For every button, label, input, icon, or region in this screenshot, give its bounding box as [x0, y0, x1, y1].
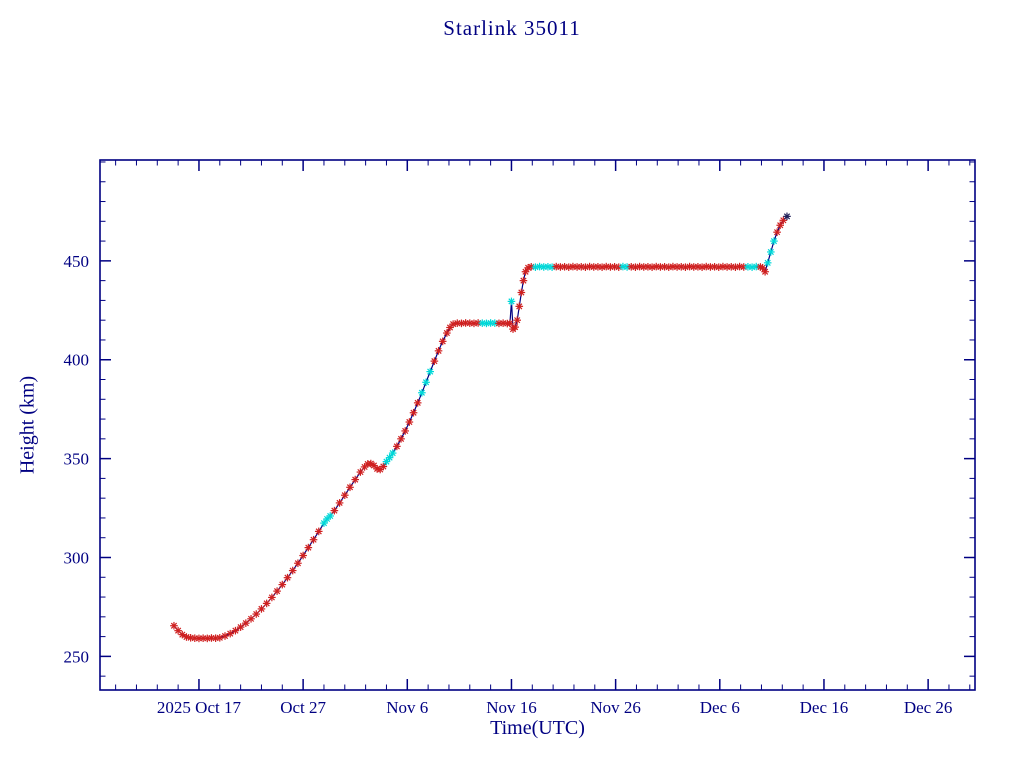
data-marker [521, 267, 530, 276]
data-marker [379, 462, 388, 471]
data-marker [515, 302, 524, 311]
data-marker [763, 259, 772, 267]
x-tick-label: Dec 26 [904, 698, 953, 717]
data-marker [351, 475, 360, 484]
data-marker [330, 506, 339, 515]
data-marker [443, 329, 451, 337]
markers-layer [170, 212, 791, 643]
data-marker [401, 427, 410, 435]
data-marker [236, 623, 245, 631]
y-tick-label: 400 [64, 351, 90, 370]
data-marker [430, 357, 439, 365]
x-tick-label: Nov 16 [486, 698, 537, 717]
data-marker [294, 559, 302, 568]
data-marker [434, 347, 443, 355]
data-marker [507, 297, 516, 306]
data-marker [422, 378, 430, 387]
data-marker [268, 593, 276, 602]
data-marker [309, 535, 318, 544]
data-marker [519, 276, 528, 285]
x-tick-label: 2025 Oct 17 [157, 698, 242, 717]
data-marker [252, 610, 261, 618]
y-tick-label: 250 [64, 647, 90, 666]
y-tick-label: 450 [64, 252, 90, 271]
data-marker [335, 499, 344, 507]
data-marker [783, 212, 791, 221]
data-marker [242, 619, 250, 627]
data-marker [340, 491, 349, 500]
x-axis-label: Time(UTC) [490, 717, 585, 739]
data-marker [413, 399, 422, 407]
x-tick-label: Dec 16 [800, 698, 849, 717]
x-tick-label: Nov 26 [590, 698, 641, 717]
data-marker [326, 512, 335, 520]
data-marker [257, 605, 266, 613]
data-marker [438, 337, 447, 346]
data-marker [299, 551, 307, 560]
data-marker [511, 323, 519, 331]
data-marker [170, 621, 178, 630]
data-marker [776, 221, 785, 230]
chart-title: Starlink 35011 [443, 16, 581, 40]
data-marker [418, 388, 426, 397]
data-marker [773, 228, 781, 236]
data-marker [382, 457, 391, 466]
data-marker [388, 449, 397, 457]
data-marker [506, 319, 514, 328]
data-marker [346, 483, 354, 492]
data-marker [320, 519, 328, 527]
data-marker [278, 580, 287, 589]
data-marker [770, 237, 778, 245]
data-marker [385, 453, 394, 462]
data-marker [231, 626, 240, 635]
data-marker [304, 543, 313, 552]
data-marker [426, 367, 435, 376]
data-marker [283, 573, 292, 582]
data-marker [393, 442, 401, 451]
y-tick-label: 300 [64, 549, 90, 568]
data-marker [513, 316, 521, 324]
data-marker [288, 566, 297, 575]
axes-layer: 2025 Oct 17 Oct 27 Nov 6 Nov 16 Nov 26 Dec 6 D… [64, 159, 976, 717]
x-tick-label: Oct 27 [280, 698, 326, 717]
data-marker [758, 263, 767, 272]
data-marker [767, 248, 775, 256]
data-marker [273, 587, 281, 595]
data-marker [517, 288, 526, 297]
data-marker [247, 615, 255, 623]
data-marker [314, 527, 323, 536]
data-marker [356, 468, 365, 476]
series-line [173, 215, 788, 640]
data-marker [397, 435, 405, 443]
data-marker [761, 267, 769, 276]
data-marker [409, 408, 418, 417]
data-marker [226, 629, 235, 638]
data-marker [262, 599, 271, 608]
data-marker [405, 418, 414, 426]
x-tick-label: Dec 6 [700, 698, 740, 717]
x-tick-label: Nov 6 [386, 698, 428, 717]
y-tick-label: 350 [64, 450, 90, 469]
